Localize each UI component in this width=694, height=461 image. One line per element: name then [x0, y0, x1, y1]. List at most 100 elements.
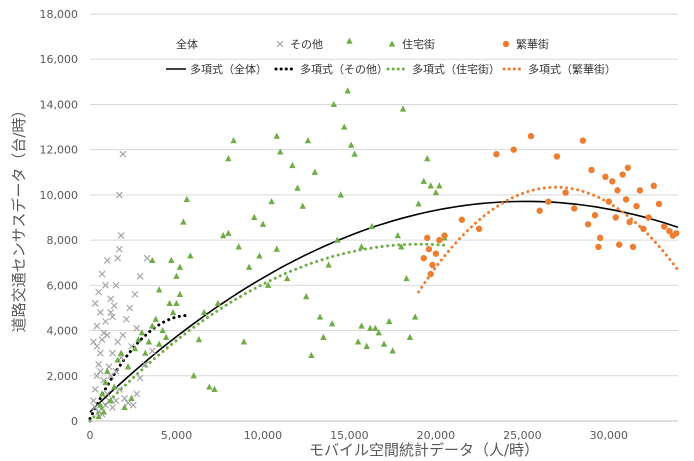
data-point	[441, 232, 448, 239]
data-point	[308, 351, 315, 359]
data-point	[311, 168, 319, 175]
data-point	[104, 367, 111, 374]
data-point	[112, 367, 120, 375]
data-point	[136, 272, 144, 280]
data-point	[636, 187, 644, 194]
data-point	[114, 356, 121, 363]
data-point	[363, 342, 370, 349]
series-circle	[420, 132, 680, 278]
data-point	[103, 390, 111, 398]
data-point	[527, 132, 535, 140]
data-point	[264, 281, 272, 288]
data-point	[273, 245, 280, 252]
data-point	[121, 403, 128, 411]
data-point	[96, 309, 104, 316]
data-point	[112, 281, 120, 289]
data-point	[427, 270, 434, 278]
data-point	[622, 196, 630, 203]
data-point	[211, 385, 218, 392]
data-point	[219, 231, 227, 239]
y-tick-label: 14,000	[40, 98, 79, 111]
legend-entry: 多項式（住宅街）	[412, 62, 500, 76]
y-tick-label: 0	[71, 415, 78, 428]
data-point	[316, 313, 324, 320]
data-point	[90, 397, 97, 405]
data-point	[225, 229, 232, 236]
data-point	[117, 349, 125, 356]
legend-entry: 繁華街	[516, 37, 549, 51]
data-point	[411, 313, 419, 320]
data-point	[97, 401, 104, 408]
data-point	[612, 214, 619, 221]
data-point	[510, 146, 517, 153]
data-point	[119, 331, 127, 339]
data-point	[169, 308, 177, 316]
x-tick-label: 5,000	[161, 429, 193, 442]
data-point	[429, 261, 436, 269]
x-tick-label: 15,000	[330, 429, 369, 442]
data-point	[230, 137, 237, 144]
data-point	[424, 234, 431, 242]
data-point	[110, 302, 118, 310]
data-point	[136, 374, 144, 382]
data-point	[341, 123, 348, 130]
legend-header: 全体	[176, 37, 198, 51]
data-point	[304, 137, 312, 144]
data-point	[93, 322, 101, 330]
x-tick-label: 25,000	[503, 429, 542, 442]
data-point	[103, 257, 111, 264]
data-point	[629, 243, 637, 251]
data-point	[358, 322, 365, 329]
data-point	[660, 223, 668, 230]
data-point	[398, 243, 405, 250]
data-point	[143, 254, 151, 262]
data-point	[95, 288, 103, 296]
data-point	[95, 412, 102, 420]
data-point	[406, 333, 414, 340]
data-point	[102, 401, 109, 409]
trendline	[89, 200, 679, 413]
legend-entry: 多項式（その他）	[300, 62, 388, 76]
data-point	[96, 367, 104, 375]
data-point	[142, 349, 149, 356]
data-point	[325, 261, 332, 268]
data-point	[626, 218, 633, 226]
data-point	[640, 225, 647, 233]
data-point	[103, 331, 111, 339]
data-point	[98, 390, 106, 397]
data-point	[268, 198, 275, 205]
data-point	[95, 408, 103, 416]
legend-marker	[388, 40, 396, 47]
data-point	[553, 153, 561, 160]
data-point	[432, 250, 440, 257]
x-tick-label: 30,000	[590, 429, 629, 442]
legend-entry: 多項式（全体）	[190, 62, 267, 76]
y-tick-label: 12,000	[40, 144, 79, 157]
x-tick-label: 10,000	[244, 429, 283, 442]
data-point	[424, 155, 431, 162]
data-point	[119, 150, 127, 158]
data-point	[90, 338, 97, 346]
data-point	[346, 37, 353, 44]
data-point	[148, 347, 156, 355]
data-point	[133, 390, 141, 398]
data-point	[145, 338, 152, 345]
trendline	[88, 313, 189, 421]
data-point	[536, 207, 543, 214]
data-point	[375, 329, 383, 336]
data-point	[351, 150, 358, 157]
data-point	[111, 383, 118, 390]
data-point	[294, 184, 301, 191]
data-point	[124, 363, 132, 370]
data-point	[126, 304, 134, 312]
data-point	[354, 338, 362, 345]
data-point	[420, 255, 427, 262]
data-point	[666, 227, 673, 235]
data-point	[584, 221, 592, 228]
data-point	[609, 178, 616, 185]
data-point	[109, 404, 116, 411]
data-point	[579, 137, 587, 144]
data-point	[115, 245, 123, 253]
x-tick-label: 20,000	[417, 429, 456, 442]
